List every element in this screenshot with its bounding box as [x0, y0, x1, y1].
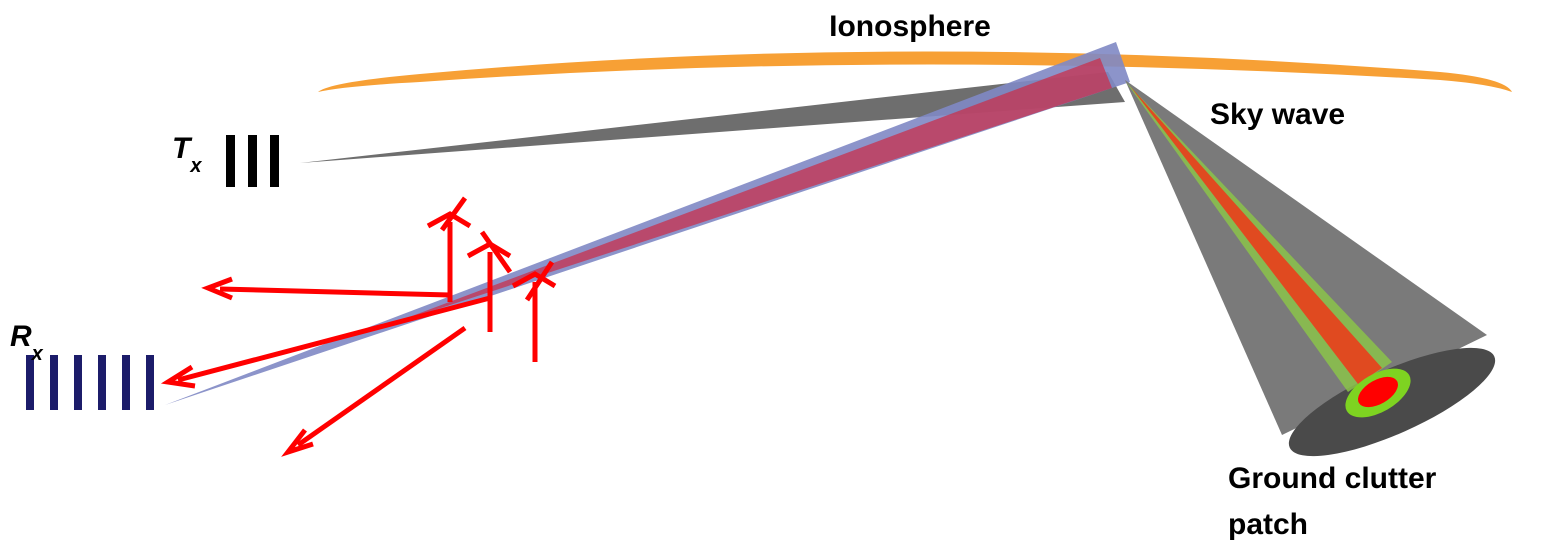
rx-label: Rx — [10, 320, 44, 365]
ground-clutter-label: patch — [1228, 508, 1308, 541]
clutter-cell-core — [1358, 376, 1398, 408]
rx-element — [26, 355, 34, 410]
target-velocity — [479, 230, 513, 274]
tx-element — [270, 135, 279, 187]
rx-element — [74, 355, 82, 410]
target-head — [426, 211, 472, 229]
rx-element — [50, 355, 58, 410]
target-head — [511, 271, 557, 289]
tx-label: Tx — [172, 132, 202, 177]
ground-cone — [1125, 80, 1487, 435]
rx-array — [26, 355, 154, 410]
rx-main-beam — [380, 58, 1112, 328]
arrowhead — [281, 428, 314, 457]
tx-element — [226, 135, 235, 187]
rx-sub: x — [31, 343, 44, 365]
sky-wave-label: Sky wave — [1210, 98, 1345, 131]
target-velocity — [439, 196, 468, 232]
rx-element — [98, 355, 106, 410]
rx-element — [146, 355, 154, 410]
arrow — [219, 286, 451, 298]
tx-array — [226, 135, 279, 187]
tx-main: T — [172, 132, 193, 165]
ionosphere-label: Ionosphere — [829, 10, 991, 43]
arrow — [296, 325, 467, 448]
arrowhead — [201, 276, 233, 301]
arrow — [177, 295, 491, 383]
rx-main: R — [10, 320, 32, 353]
clutter-main-beam — [1130, 86, 1382, 384]
ionosphere-layer — [318, 51, 1512, 92]
tx-element — [248, 135, 257, 187]
target-vectors — [160, 196, 557, 457]
rx-beam — [165, 42, 1130, 405]
rx-element — [122, 355, 130, 410]
tx-sub: x — [189, 155, 202, 177]
arrowhead — [160, 364, 196, 389]
tx-beam — [300, 72, 1125, 163]
target-velocity — [524, 260, 555, 302]
ground-clutter-label: Ground clutter — [1228, 462, 1437, 495]
